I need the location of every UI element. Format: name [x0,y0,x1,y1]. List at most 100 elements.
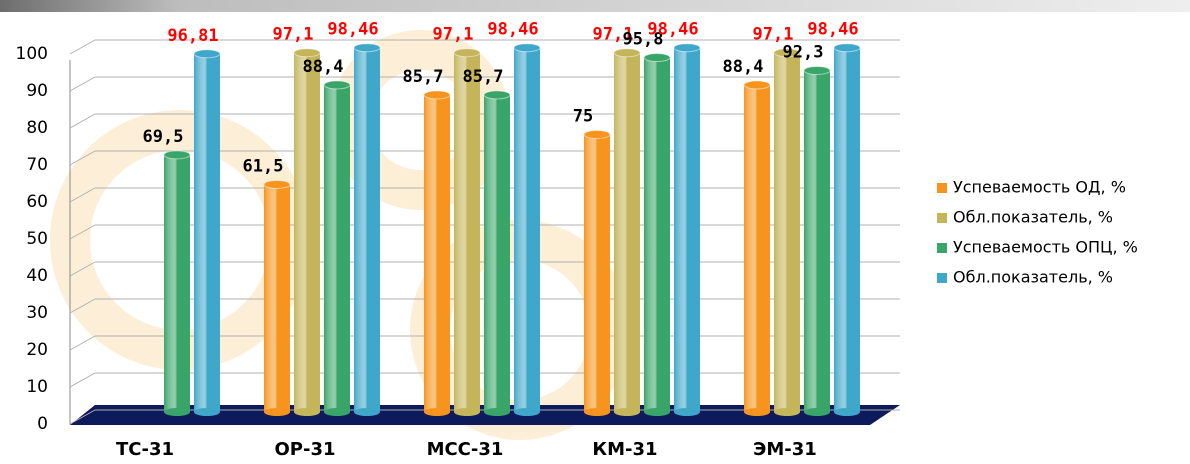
grid-line-side [69,298,96,314]
y-tick-label: 90 [26,81,48,101]
bar-shade [674,47,700,413]
bar-base [644,408,670,416]
grid-line-side [69,409,96,425]
bar-base [194,408,220,416]
bar-shade [484,94,510,412]
bar-shade [584,134,610,412]
bar-top [613,48,641,58]
grid-line-side [69,76,96,92]
bar-top [803,65,831,75]
y-tick-label: 20 [26,340,48,360]
value-label: 61,5 [243,156,284,176]
bar-shade [514,47,540,413]
grid-line-side [69,224,96,240]
value-label: 98,46 [487,20,538,40]
grid-line-side [69,261,96,277]
x-tick-label: ТС-31 [116,439,174,460]
legend-label: Обл.показатель, % [953,268,1113,287]
bar-shade [744,84,770,413]
bar-shade [294,52,320,412]
value-label: 88,4 [723,57,764,77]
bar-base [424,408,450,416]
grid-line-side [69,372,96,388]
bar-base [774,408,800,416]
bar-base [294,408,320,416]
bar-top [193,49,221,59]
bar-base [804,408,830,416]
bar-top [643,53,671,63]
legend-swatch [937,243,947,253]
y-tick-label: 30 [26,303,48,323]
bar-base [614,408,640,416]
legend-swatch [937,213,947,223]
top-band [0,0,1190,12]
bar-top [263,179,291,189]
value-label: 95,8 [623,30,664,50]
legend-label: Успеваемость ОД, % [953,178,1126,197]
grid-line-side [69,113,96,129]
bar-shade [834,47,860,413]
bar-base [264,408,290,416]
grid-line-side [69,39,96,55]
bar-shade [454,52,480,412]
value-label: 88,4 [303,57,344,77]
value-label: 97,1 [753,25,794,45]
bar-top [423,90,451,100]
x-tick-label: ЭМ-31 [753,439,817,460]
bar-top [513,43,541,53]
value-label: 98,46 [327,20,378,40]
bar-base [164,408,190,416]
value-label: 97,1 [593,25,634,45]
bar-top [743,80,771,90]
bar-base [744,408,770,416]
value-label: 69,5 [143,127,184,147]
x-tick-label: ОР-31 [274,439,335,460]
y-tick-label: 0 [37,414,48,434]
x-tick-label: МСС-31 [427,439,504,460]
value-label: 97,1 [273,25,314,45]
bar-base [324,408,350,416]
bar-top [583,130,611,139]
y-tick-label: 60 [26,192,48,212]
bar-base [674,408,700,416]
y-tick-label: 10 [26,377,48,397]
bar-shade [164,154,190,412]
bar-shade [354,47,380,413]
bar-top [163,150,191,160]
bar-shade [614,52,640,412]
bar-shade [644,57,670,412]
x-tick-label: КМ-31 [592,439,657,460]
bar-shade [264,184,290,412]
value-label: 75 [573,107,593,127]
y-tick-label: 80 [26,118,48,138]
bar-top [323,80,351,90]
grid-line-side [69,187,96,203]
value-label: 85,7 [403,67,444,87]
bar-base [584,408,610,416]
value-label: 85,7 [463,67,504,87]
bar-shade [324,84,350,413]
grid-line-side [69,150,96,166]
bar-top [453,48,481,58]
bar-top [773,48,801,58]
y-tick-label: 50 [26,229,48,249]
bar-shade [804,70,830,413]
legend-label: Обл.показатель, % [953,208,1113,227]
bar-shade [774,52,800,412]
bar-top [673,43,701,53]
value-label: 98,46 [647,20,698,40]
grid-line-side [69,335,96,351]
bar-shade [194,53,220,412]
y-tick-label: 40 [26,266,48,286]
value-label: 96,81 [167,26,218,46]
bar-base [354,408,380,416]
y-tick-label: 70 [26,155,48,175]
bar-base [454,408,480,416]
bar-top [293,48,321,58]
bar-top [833,43,861,53]
value-label: 92,3 [783,42,824,62]
value-label: 98,46 [807,20,858,40]
bar-top [483,90,511,100]
value-label: 97,1 [433,25,474,45]
